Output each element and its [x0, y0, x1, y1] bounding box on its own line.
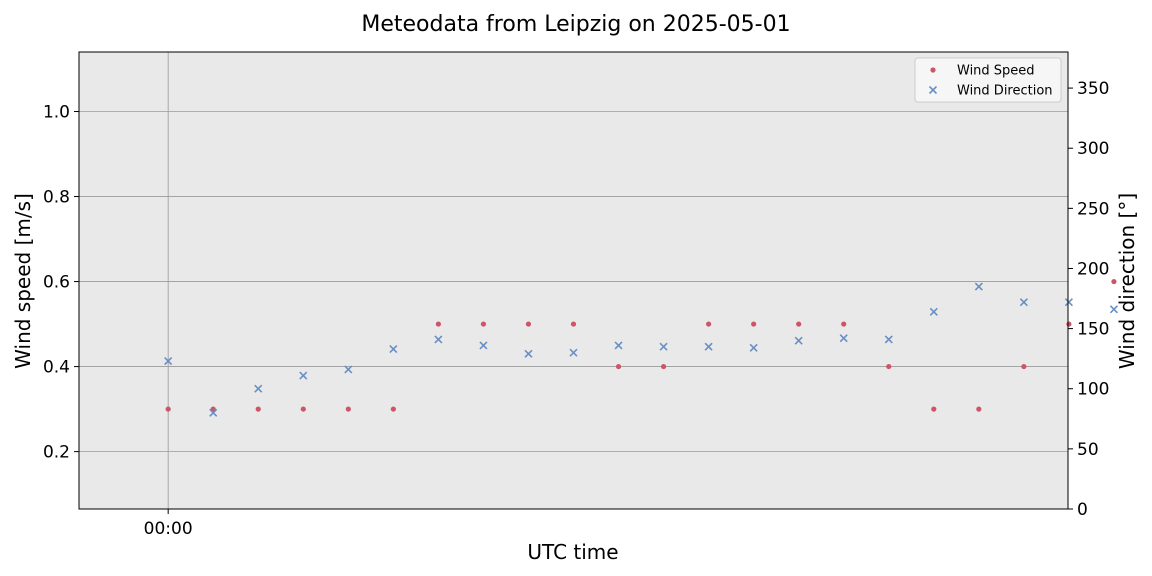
wind-speed-point: [570, 321, 577, 327]
wind-direction-point: [1019, 298, 1028, 307]
wind-direction-series: [164, 282, 1119, 417]
wind-speed-point: [165, 406, 171, 412]
wind-direction-point: [209, 408, 218, 417]
wind-speed-point: [886, 363, 892, 370]
right-y-axis-label: Wind direction [°]: [1115, 193, 1139, 369]
legend-wind-speed-marker: [930, 67, 936, 73]
wind-speed-point: [1066, 321, 1072, 327]
wind-direction-point: [344, 365, 353, 374]
left-tick-label: 0.6: [43, 273, 70, 293]
legend-wind-direction-label: Wind Direction: [957, 84, 1053, 99]
right-tick-label: 50: [1077, 440, 1099, 460]
wind-speed-point: [480, 321, 487, 327]
wind-speed-point: [706, 321, 712, 327]
left-tick-label: 0.8: [43, 188, 70, 208]
wind-direction-point: [1064, 298, 1073, 307]
left-tick-label: 0.2: [43, 443, 70, 463]
plot-frame: [78, 51, 1069, 510]
wind-direction-point: [704, 342, 713, 351]
left-tick-label: 0.4: [43, 358, 70, 378]
gridlines: [79, 52, 1068, 509]
legend-wind-direction-marker: [928, 85, 938, 95]
wind-speed-series: [165, 278, 1117, 412]
wind-direction-point: [929, 307, 938, 316]
wind-direction-point: [794, 336, 803, 345]
wind-speed-point: [390, 406, 396, 412]
wind-speed-point: [615, 363, 622, 370]
plot-area: [79, 52, 1068, 509]
wind-speed-point: [345, 406, 351, 412]
right-tick-label: 100: [1077, 380, 1109, 400]
wind-direction-point: [749, 343, 758, 352]
right-axis-ticks: 0 50 100 150 200 250 300 350: [1068, 79, 1109, 520]
wind-speed-point: [751, 321, 757, 327]
wind-direction-point: [434, 335, 443, 344]
wind-speed-point: [525, 321, 532, 327]
right-tick-label: 150: [1077, 320, 1109, 340]
legend: Wind Speed Wind Direction: [914, 57, 1062, 103]
wind-direction-point: [614, 341, 623, 350]
wind-direction-point: [254, 384, 263, 393]
wind-direction-point: [974, 282, 983, 291]
left-tick-label: 1.0: [43, 103, 70, 123]
wind-direction-point: [524, 349, 533, 358]
wind-speed-point: [300, 406, 306, 412]
x-tick-label: 00:00: [144, 519, 193, 539]
wind-direction-point: [659, 342, 668, 351]
wind-speed-point: [1021, 363, 1027, 370]
wind-direction-point: [164, 357, 173, 366]
right-tick-label: 0: [1077, 500, 1088, 520]
wind-speed-point: [976, 406, 982, 412]
wind-speed-point: [1111, 278, 1117, 285]
legend-box: [914, 57, 1062, 103]
x-axis-label: UTC time: [527, 540, 618, 564]
wind-speed-point: [435, 321, 441, 327]
right-tick-label: 250: [1077, 199, 1109, 219]
wind-direction-point: [299, 371, 308, 380]
wind-direction-point: [479, 341, 488, 350]
left-y-axis-label: Wind speed [m/s]: [11, 193, 35, 369]
chart-title: Meteodata from Leipzig on 2025-05-01: [361, 12, 790, 37]
wind-direction-point: [569, 348, 578, 357]
right-tick-label: 300: [1077, 139, 1109, 159]
wind-speed-point: [931, 406, 937, 412]
x-axis-ticks: 00:00: [144, 509, 193, 539]
right-tick-label: 200: [1077, 259, 1109, 279]
wind-direction-point: [1109, 305, 1119, 314]
left-axis-ticks: 0.2 0.4 0.6 0.8 1.0: [43, 103, 79, 463]
wind-speed-point: [660, 363, 667, 370]
wind-speed-point: [796, 321, 802, 327]
wind-speed-point: [255, 406, 261, 412]
wind-direction-point: [884, 335, 893, 344]
wind-direction-point: [839, 334, 848, 343]
right-tick-label: 350: [1077, 79, 1109, 99]
wind-direction-point: [389, 344, 398, 354]
wind-speed-point: [841, 321, 847, 327]
legend-wind-speed-label: Wind Speed: [957, 64, 1035, 79]
